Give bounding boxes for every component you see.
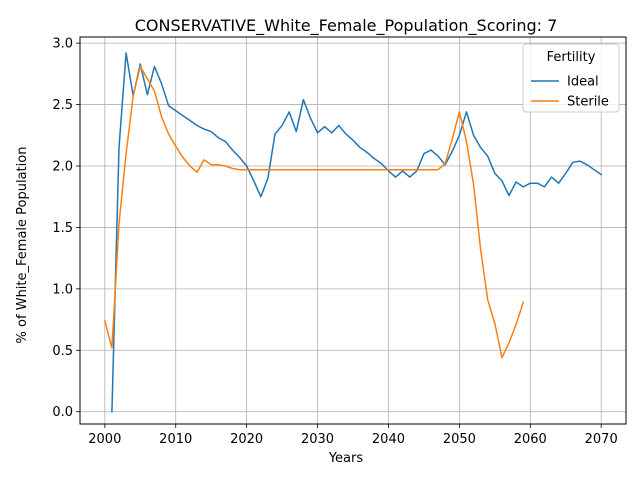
y-tick-label: 3.0 bbox=[52, 37, 73, 52]
series-line-ideal bbox=[111, 52, 603, 413]
x-axis-title: Years bbox=[328, 451, 364, 466]
x-tick-label: 2010 bbox=[159, 432, 192, 447]
x-tick-label: 2020 bbox=[230, 432, 263, 447]
y-tick-label: 0.0 bbox=[52, 405, 73, 420]
legend-label-ideal: Ideal bbox=[567, 75, 599, 90]
x-tick-label: 2000 bbox=[88, 432, 121, 447]
y-tick-label: 1.0 bbox=[52, 282, 73, 297]
legend-title: Fertility bbox=[547, 50, 596, 65]
y-tick-label: 2.5 bbox=[52, 98, 73, 113]
y-tick-label: 0.5 bbox=[52, 344, 73, 359]
legend: Fertility Ideal Sterile bbox=[522, 43, 620, 113]
legend-label-sterile: Sterile bbox=[567, 95, 609, 110]
chart-title: CONSERVATIVE_White_Female_Population_Sco… bbox=[135, 16, 558, 36]
y-tick-label: 1.5 bbox=[52, 221, 73, 236]
series-line-sterile bbox=[103, 65, 525, 359]
axis-ticks: 2000 2010 2020 2030 2040 2050 2060 2070 0.0 0.5 1.… bbox=[52, 37, 617, 447]
x-tick-label: 2070 bbox=[585, 432, 618, 447]
y-axis-title: % of White_Female Population bbox=[15, 147, 30, 344]
series-lines bbox=[103, 52, 603, 413]
x-tick-label: 2030 bbox=[301, 432, 334, 447]
x-tick-label: 2040 bbox=[372, 432, 405, 447]
legend-box bbox=[522, 43, 620, 113]
x-tick-label: 2050 bbox=[443, 432, 476, 447]
x-tick-label: 2060 bbox=[514, 432, 547, 447]
y-tick-label: 2.0 bbox=[52, 160, 73, 175]
plot-frame bbox=[79, 36, 627, 425]
